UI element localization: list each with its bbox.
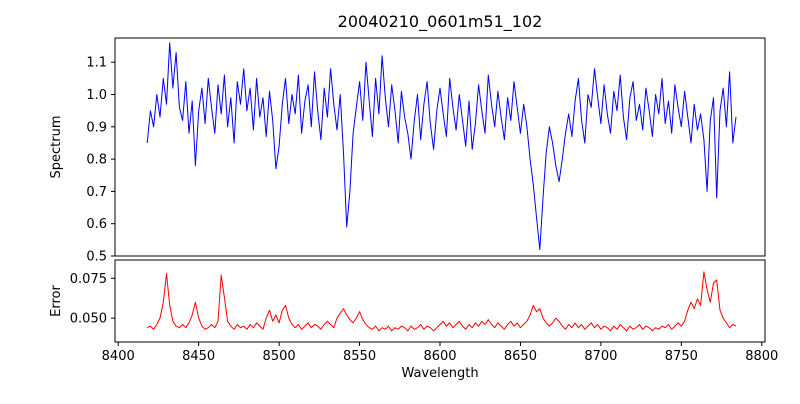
y-tick-label: 0.8 (86, 153, 107, 168)
y-tick-label: 0.7 (86, 185, 107, 200)
x-tick-label: 8600 (423, 349, 456, 364)
y-tick-label: 0.050 (70, 312, 107, 327)
xaxis-label: Wavelength (401, 366, 478, 381)
x-tick-label: 8650 (504, 349, 537, 364)
x-tick-label: 8700 (584, 349, 617, 364)
x-tick-label: 8550 (343, 349, 376, 364)
x-tick-label: 8400 (102, 349, 135, 364)
spectrum-ylabel: Spectrum (49, 116, 64, 179)
x-tick-label: 8800 (745, 349, 778, 364)
spectrum-line (146, 42, 737, 250)
y-tick-label: 0.075 (70, 272, 107, 287)
error-ylabel: Error (49, 285, 64, 317)
spectrum-axes-border (114, 37, 766, 257)
error-panel: 0.050 0.075 8400 8450 8500 8550 8600 8650 8700 87… (70, 271, 778, 364)
y-tick-label: 0.6 (86, 217, 107, 232)
spectrum-panel: 0.5 0.6 0.7 0.8 0.9 1.0 1.1 (86, 42, 737, 265)
figure-title: 20040210_0601m51_102 (338, 12, 543, 32)
x-tick-label: 8750 (665, 349, 698, 364)
error-line (146, 271, 737, 332)
y-tick-label: 0.5 (86, 250, 107, 265)
y-tick-label: 0.9 (86, 120, 107, 135)
x-tick-label: 8450 (182, 349, 215, 364)
error-axes-border (114, 259, 766, 343)
y-tick-label: 1.1 (86, 56, 107, 71)
y-tick-label: 1.0 (86, 88, 107, 103)
x-tick-label: 8500 (263, 349, 296, 364)
